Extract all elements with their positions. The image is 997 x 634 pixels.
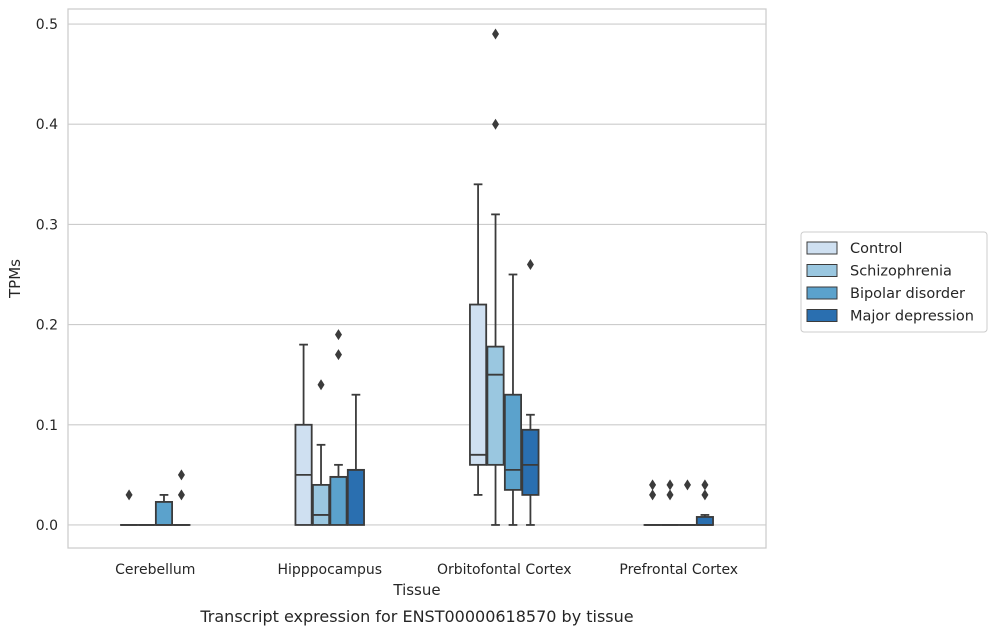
box-body [695,516,714,526]
legend-label: Bipolar disorder [850,286,965,302]
outlier-point [666,489,674,501]
box-0-0 [120,489,139,526]
y-tick-label: 0.2 [36,318,58,334]
outlier-point [649,479,657,491]
box-1-0 [294,343,313,526]
box-body [469,303,488,466]
outlier-point [683,479,691,491]
outlier-point [492,118,500,130]
legend: Control Schizophrenia Bipolar disorder Majo… [800,231,988,333]
box-2-2 [503,273,523,526]
y-axis-label: TPMs [6,259,24,299]
box-1-3 [346,393,365,526]
box-0-2 [154,494,174,526]
box-body [154,501,174,526]
box-2-3 [521,258,540,526]
box-body [311,483,331,526]
box-body [503,393,523,491]
legend-frame [800,231,988,333]
outlier-point [125,489,133,501]
box-1-2 [329,329,348,526]
box-3-2 [678,479,697,526]
outlier-point [526,258,534,270]
legend-swatch [806,264,838,277]
x-axis-label: Tissue [392,581,440,599]
x-tick-labels: Cerebellum Hipppocampus Orbitofontal Corte… [115,562,738,578]
legend-swatch [806,241,838,255]
x-tick-label: Prefrontal Cortex [619,562,738,578]
legend-label: Schizophrenia [850,264,952,280]
outlier-point [334,349,342,361]
box-2-0 [469,183,488,496]
x-tick-label: Cerebellum [115,562,195,578]
y-tick-labels: 0.0 0.1 0.2 0.3 0.4 0.5 [36,17,58,534]
chart-caption: Transcript expression for ENST0000061857… [199,607,633,626]
legend-swatch [806,286,838,300]
outlier-point [666,479,674,491]
y-tick-label: 0.0 [36,518,58,534]
box-body [346,468,365,526]
box-2-1 [486,28,505,526]
box-body [329,475,348,526]
grid-lines [68,23,766,526]
y-tick-label: 0.1 [36,418,58,434]
legend-label: Control [850,241,902,257]
outlier-point [649,489,657,501]
outlier-point [177,469,185,481]
y-tick-label: 0.5 [36,17,58,33]
box-series [120,28,714,526]
box-body [521,428,540,496]
legend-swatch [806,309,838,322]
outlier-point [334,329,342,341]
box-3-3 [695,479,714,526]
plot-frame [67,8,767,549]
outlier-point [317,379,325,391]
box-0-3 [172,469,191,526]
box-3-1 [661,479,680,526]
outlier-point [177,489,185,501]
outlier-point [701,489,709,501]
x-tick-label: Hipppocampus [277,562,382,578]
box-body [486,345,505,466]
x-tick-label: Orbitofontal Cortex [437,562,572,578]
y-tick-label: 0.3 [36,217,58,233]
outlier-point [701,479,709,491]
outlier-point [492,28,500,40]
box-3-0 [643,479,662,526]
y-tick-label: 0.4 [36,117,58,133]
legend-label: Major depression [850,309,974,325]
box-1-1 [311,379,331,526]
